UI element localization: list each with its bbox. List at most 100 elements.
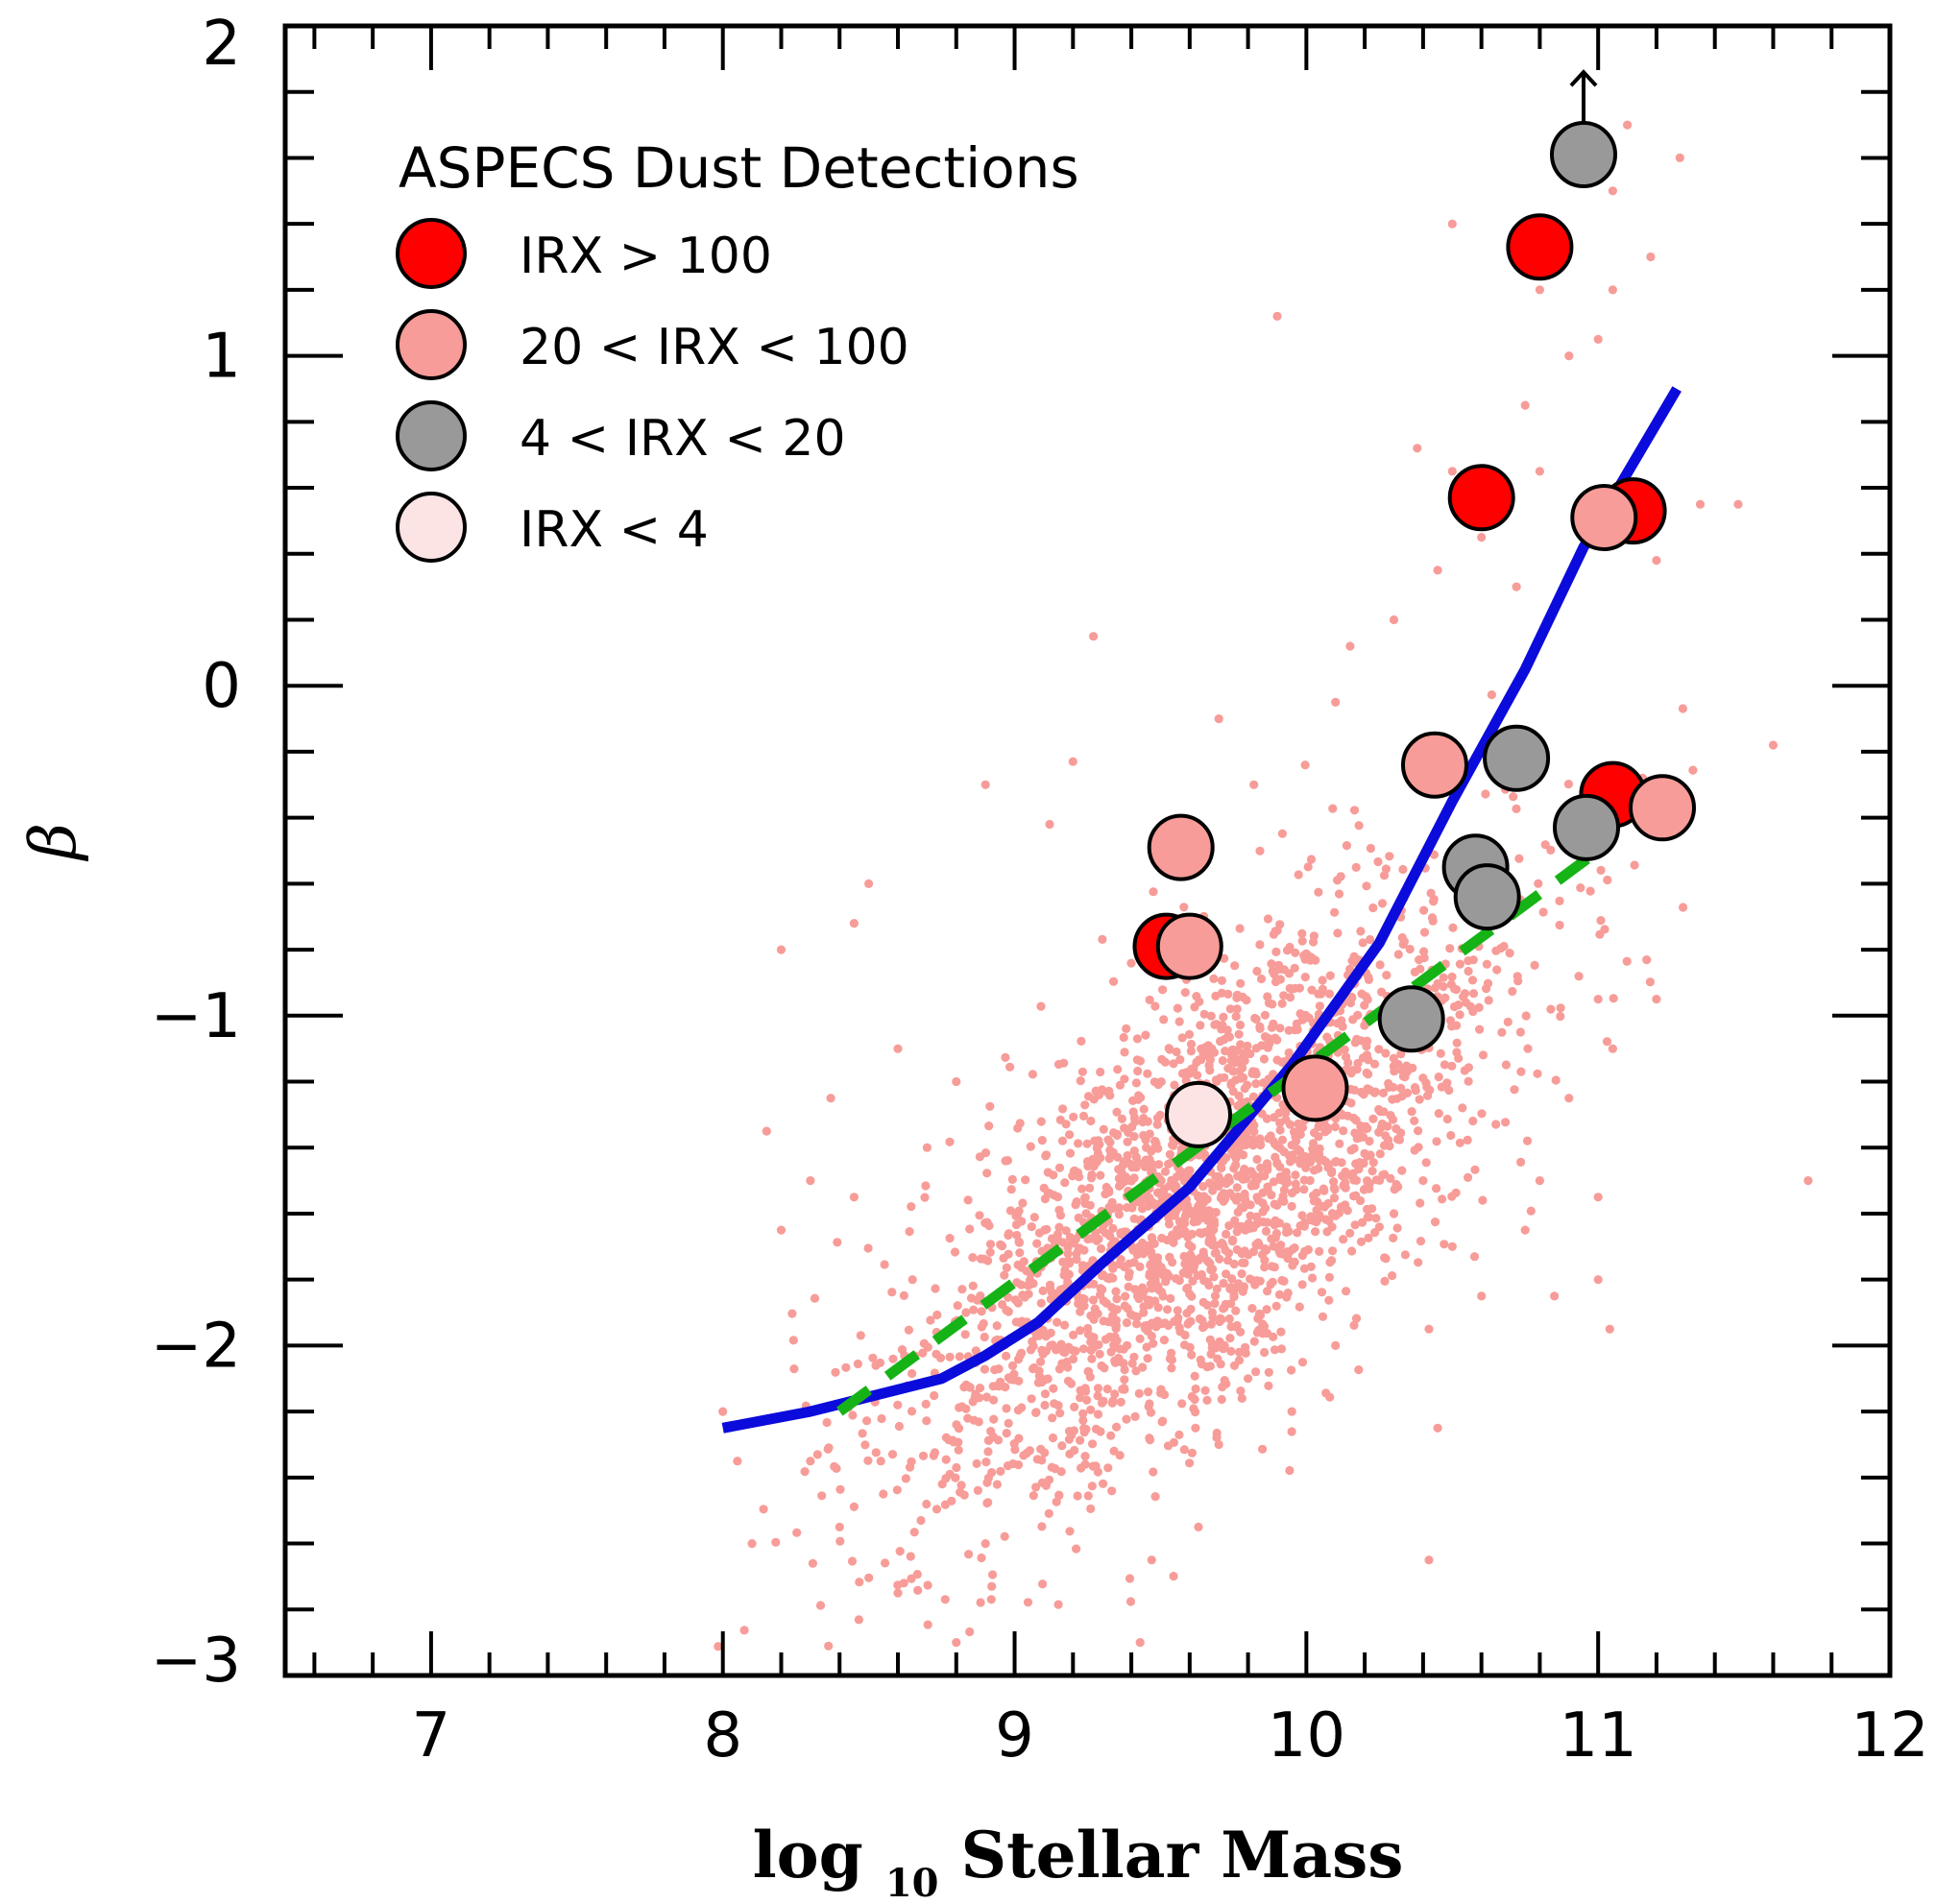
background-point xyxy=(988,1570,998,1579)
background-point xyxy=(1388,1271,1397,1281)
background-point xyxy=(1144,1387,1153,1397)
background-point xyxy=(1293,1228,1302,1238)
background-point xyxy=(1297,1358,1308,1367)
background-point xyxy=(1179,1340,1190,1350)
background-point xyxy=(1339,1126,1348,1136)
background-point xyxy=(1020,1292,1029,1302)
background-point xyxy=(1142,1194,1151,1204)
x-axis-label: log 10 Stellar Mass xyxy=(753,1818,1404,1904)
background-point xyxy=(1214,1181,1223,1191)
background-point xyxy=(1113,1152,1123,1162)
background-point xyxy=(1183,1203,1193,1213)
background-point xyxy=(1354,821,1364,831)
background-point xyxy=(1371,1175,1381,1185)
background-point xyxy=(1279,1147,1289,1157)
background-point xyxy=(1037,1522,1047,1531)
background-point xyxy=(1188,1276,1198,1286)
background-point xyxy=(1237,1393,1246,1403)
background-point xyxy=(1442,1114,1452,1124)
background-point xyxy=(1170,1211,1179,1220)
background-point xyxy=(1069,1239,1078,1248)
background-point xyxy=(1004,1249,1013,1259)
background-point xyxy=(893,1044,903,1053)
background-point xyxy=(1346,1145,1356,1155)
background-point xyxy=(960,1330,970,1339)
background-point xyxy=(1142,1143,1151,1152)
background-point xyxy=(1574,972,1584,981)
background-point xyxy=(1209,1272,1219,1282)
background-point xyxy=(1353,1058,1363,1069)
background-point xyxy=(1210,1291,1221,1301)
background-point xyxy=(1311,1227,1320,1237)
background-point xyxy=(980,1364,989,1374)
background-point xyxy=(747,1539,757,1549)
background-point xyxy=(1032,1239,1042,1248)
legend-marker-irx-gt-100 xyxy=(396,218,467,289)
background-point xyxy=(1180,988,1190,998)
background-point xyxy=(1287,1427,1296,1436)
background-point xyxy=(1238,1258,1247,1267)
background-point xyxy=(1223,1248,1234,1258)
background-point xyxy=(1164,1044,1174,1053)
background-point xyxy=(1045,1189,1054,1198)
background-point xyxy=(1130,1117,1140,1126)
background-point xyxy=(1299,1185,1309,1194)
plot-border xyxy=(282,23,1893,1678)
background-point xyxy=(1057,1136,1068,1145)
background-point xyxy=(1328,1246,1338,1256)
background-point xyxy=(1222,1032,1232,1042)
background-point xyxy=(1040,1448,1050,1458)
background-point xyxy=(1325,971,1335,980)
background-point xyxy=(1215,1316,1224,1327)
background-point xyxy=(1198,1297,1208,1307)
background-point xyxy=(1433,566,1442,575)
background-point xyxy=(1221,1047,1230,1056)
background-point xyxy=(944,1435,954,1445)
background-point xyxy=(1019,1451,1028,1460)
background-point xyxy=(1078,1111,1089,1121)
background-point xyxy=(1630,860,1639,870)
background-point xyxy=(1362,881,1371,891)
background-point xyxy=(1279,1249,1289,1259)
background-point xyxy=(1240,1189,1249,1199)
background-point xyxy=(1060,1178,1070,1188)
background-point xyxy=(1093,1148,1103,1158)
background-point xyxy=(1343,1206,1352,1216)
background-point xyxy=(1602,1037,1612,1047)
background-point xyxy=(1302,1155,1312,1165)
background-point xyxy=(1255,846,1265,856)
background-point xyxy=(806,1457,815,1466)
background-point xyxy=(1315,1246,1324,1256)
background-point xyxy=(1164,1159,1174,1169)
background-point xyxy=(1269,929,1278,939)
background-point xyxy=(863,1243,873,1253)
x-tick-label: 10 xyxy=(1268,1700,1345,1771)
background-point xyxy=(1084,1367,1094,1377)
background-point xyxy=(1432,1137,1441,1146)
background-point xyxy=(1082,1139,1092,1148)
background-point xyxy=(1576,883,1585,893)
background-point xyxy=(853,1359,863,1369)
background-point xyxy=(1593,995,1603,1004)
background-point xyxy=(1241,1348,1250,1358)
background-point xyxy=(1349,1320,1359,1330)
background-point xyxy=(1306,855,1317,864)
background-point xyxy=(1447,1061,1457,1071)
background-point xyxy=(1338,1171,1347,1181)
background-point xyxy=(906,1552,915,1561)
background-point xyxy=(1045,819,1054,830)
background-point xyxy=(1344,1170,1354,1180)
background-point xyxy=(1049,1384,1058,1393)
background-point xyxy=(1077,1067,1087,1076)
background-point xyxy=(1260,1010,1270,1020)
background-point xyxy=(1211,991,1221,1000)
background-point xyxy=(1315,1154,1324,1164)
background-point xyxy=(1299,951,1309,960)
background-point xyxy=(1593,1193,1603,1202)
background-point xyxy=(1263,1043,1272,1052)
background-point xyxy=(1127,1203,1137,1213)
background-point xyxy=(1392,1223,1402,1233)
background-point xyxy=(1436,1048,1445,1058)
background-point xyxy=(1433,978,1442,988)
background-point xyxy=(1191,1384,1200,1394)
